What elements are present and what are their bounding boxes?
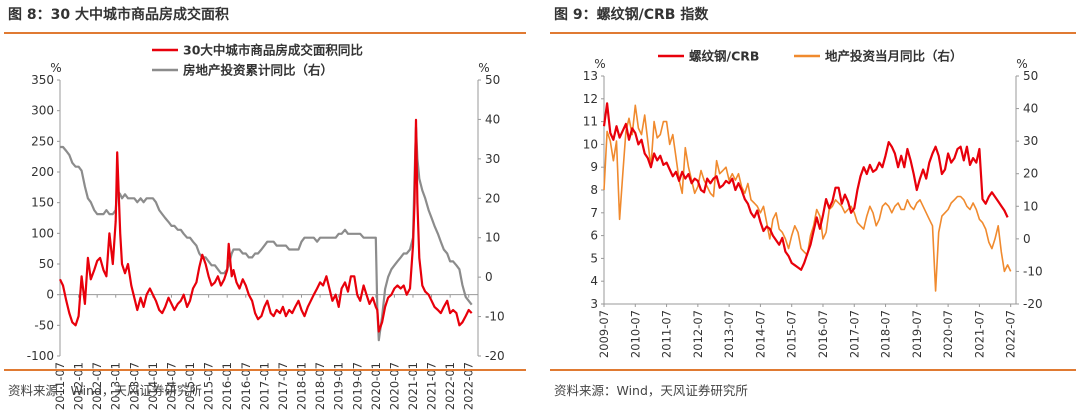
x-tick-label: 2012-07 [90, 362, 104, 410]
y-left-tick-label: 300 [31, 104, 54, 118]
legend-label-2: 地产投资当月同比（右） [825, 49, 963, 64]
y-right-tick-label: 30 [485, 152, 500, 166]
series-line-2 [60, 126, 473, 342]
y-left-tick-label: 7 [590, 206, 598, 220]
x-tick-label: 2017-01 [257, 362, 271, 410]
x-tick-label: 2019-07 [350, 362, 364, 410]
y-right-tick-label: 20 [1023, 167, 1038, 181]
x-tick-label: 2018-07 [313, 362, 327, 410]
y-right-tick-label: 20 [485, 191, 500, 205]
x-tick-label: 2022-07 [462, 362, 476, 410]
legend-label-1: 30大中城市商品房成交面积同比 [183, 43, 363, 58]
y-right-tick-label: 40 [1023, 102, 1038, 116]
y-left-tick-label: 5 [590, 251, 598, 265]
y-left-tick-label: 10 [583, 137, 598, 151]
x-tick-label: 2016-01 [220, 362, 234, 410]
x-tick-label: 2021-07 [425, 362, 439, 410]
x-tick-label: 2011-07 [660, 310, 674, 358]
source-note-right: 资料来源：Wind，天风证券研究所 [554, 383, 748, 398]
x-tick-label: 2019-01 [332, 362, 346, 410]
y-right-tick-label: 50 [485, 73, 500, 87]
y-left-tick-label: -50 [34, 318, 54, 332]
x-tick-label: 2017-07 [276, 362, 290, 410]
x-tick-label: 2014-07 [164, 362, 178, 410]
y-left-tick-label: 350 [31, 73, 54, 87]
x-tick-label: 2015-07 [202, 362, 216, 410]
y-left-tick-label: 6 [590, 229, 598, 243]
y-left-tick-label: 150 [31, 196, 54, 210]
x-tick-label: 2009-07 [597, 310, 611, 358]
y-left-tick-label: 8 [590, 183, 598, 197]
y-left-tick-label: 0 [46, 288, 54, 302]
x-tick-label: 2017-07 [847, 310, 861, 358]
y-right-unit: % [1016, 57, 1027, 71]
series-line-1 [59, 118, 473, 333]
y-left-tick-label: 4 [590, 274, 598, 288]
x-tick-label: 2013-07 [127, 362, 141, 410]
y-left-tick-label: 12 [583, 92, 598, 106]
x-tick-label: 2020-07 [387, 362, 401, 410]
source-divider-right [550, 369, 1076, 371]
x-tick-label: 2016-07 [816, 310, 830, 358]
y-right-tick-label: 0 [1023, 232, 1031, 246]
y-left-tick-label: 200 [31, 165, 54, 179]
source-note-left: 资料来源：Wind，天风证券研究所 [8, 383, 202, 398]
y-right-tick-label: 30 [1023, 134, 1038, 148]
y-left-tick-label: 11 [583, 115, 598, 129]
x-tick-label: 2022-07 [1004, 310, 1018, 358]
x-tick-label: 2018-01 [295, 362, 309, 410]
y-right-tick-label: -10 [485, 310, 505, 324]
x-tick-label: 2013-01 [109, 362, 123, 410]
series-line-1 [602, 102, 1009, 271]
y-left-tick-label: 50 [39, 257, 54, 271]
title-divider-right [550, 32, 1076, 34]
x-tick-label: 2021-07 [972, 310, 986, 358]
x-tick-label: 2010-07 [628, 310, 642, 358]
x-tick-label: 2011-07 [53, 362, 67, 410]
y-right-tick-label: 10 [485, 231, 500, 245]
y-left-unit: % [50, 61, 61, 75]
source-divider-left [4, 369, 526, 371]
x-tick-label: 2014-07 [753, 310, 767, 358]
y-left-tick-label: 13 [583, 69, 598, 83]
x-tick-label: 2020-07 [941, 310, 955, 358]
x-tick-label: 2021-01 [406, 362, 420, 410]
x-tick-label: 2015-01 [183, 362, 197, 410]
x-tick-label: 2015-07 [785, 310, 799, 358]
chart-title-left: 图 8：30 大中城市商品房成交面积 [8, 7, 229, 23]
series-line-2 [603, 104, 1012, 292]
x-tick-label: 2016-07 [239, 362, 253, 410]
chart-panel-right: 图 9：螺纹钢/CRB 指数 %% 3 4 5 6 7 8 9 10 11 12 13 -20 -10 0 1… [546, 0, 1080, 411]
x-tick-label: 2020-01 [369, 362, 383, 410]
legend-label-1: 螺纹钢/CRB [689, 49, 759, 64]
y-left-tick-label: 100 [31, 226, 54, 240]
y-right-tick-label: 10 [1023, 199, 1038, 213]
title-divider-left [4, 32, 526, 34]
chart-left: % %-100-50050100150200250300350-20-100102… [27, 43, 505, 411]
legend-label-2: 房地产投资累计同比（右） [183, 63, 333, 78]
x-tick-label: 2022-01 [443, 362, 457, 410]
y-right-tick-label: -20 [485, 349, 505, 363]
chart-title-right: 图 9：螺纹钢/CRB 指数 [554, 7, 709, 23]
y-left-unit: % [594, 57, 605, 71]
y-left-tick-label: 250 [31, 134, 54, 148]
x-tick-label: 2012-01 [72, 362, 86, 410]
chart-panel-left: 图 8：30 大中城市商品房成交面积 %% -100 -50 0 50 100 150 200… [0, 0, 530, 411]
y-left-tick-label: 3 [590, 297, 598, 311]
y-right-unit: % [478, 61, 489, 75]
y-left-tick-label: -100 [27, 349, 54, 363]
y-right-tick-label: -10 [1023, 264, 1043, 278]
x-tick-label: 2013-07 [722, 310, 736, 358]
x-tick-label: 2012-07 [691, 310, 705, 358]
x-tick-label: 2019-07 [910, 310, 924, 358]
x-tick-label: 2018-07 [879, 310, 893, 358]
y-right-tick-label: -20 [1023, 297, 1043, 311]
chart-right: % % 3 4 5 6 7 8 9 10 11 12 13 -20 -10 0 10 20 30 40 50 2009-0… [583, 49, 1043, 359]
x-tick-label: 2014-01 [146, 362, 160, 410]
y-right-tick-label: 0 [485, 270, 493, 284]
y-right-tick-label: 50 [1023, 69, 1038, 83]
y-left-tick-label: 9 [590, 160, 598, 174]
y-right-tick-label: 40 [485, 112, 500, 126]
